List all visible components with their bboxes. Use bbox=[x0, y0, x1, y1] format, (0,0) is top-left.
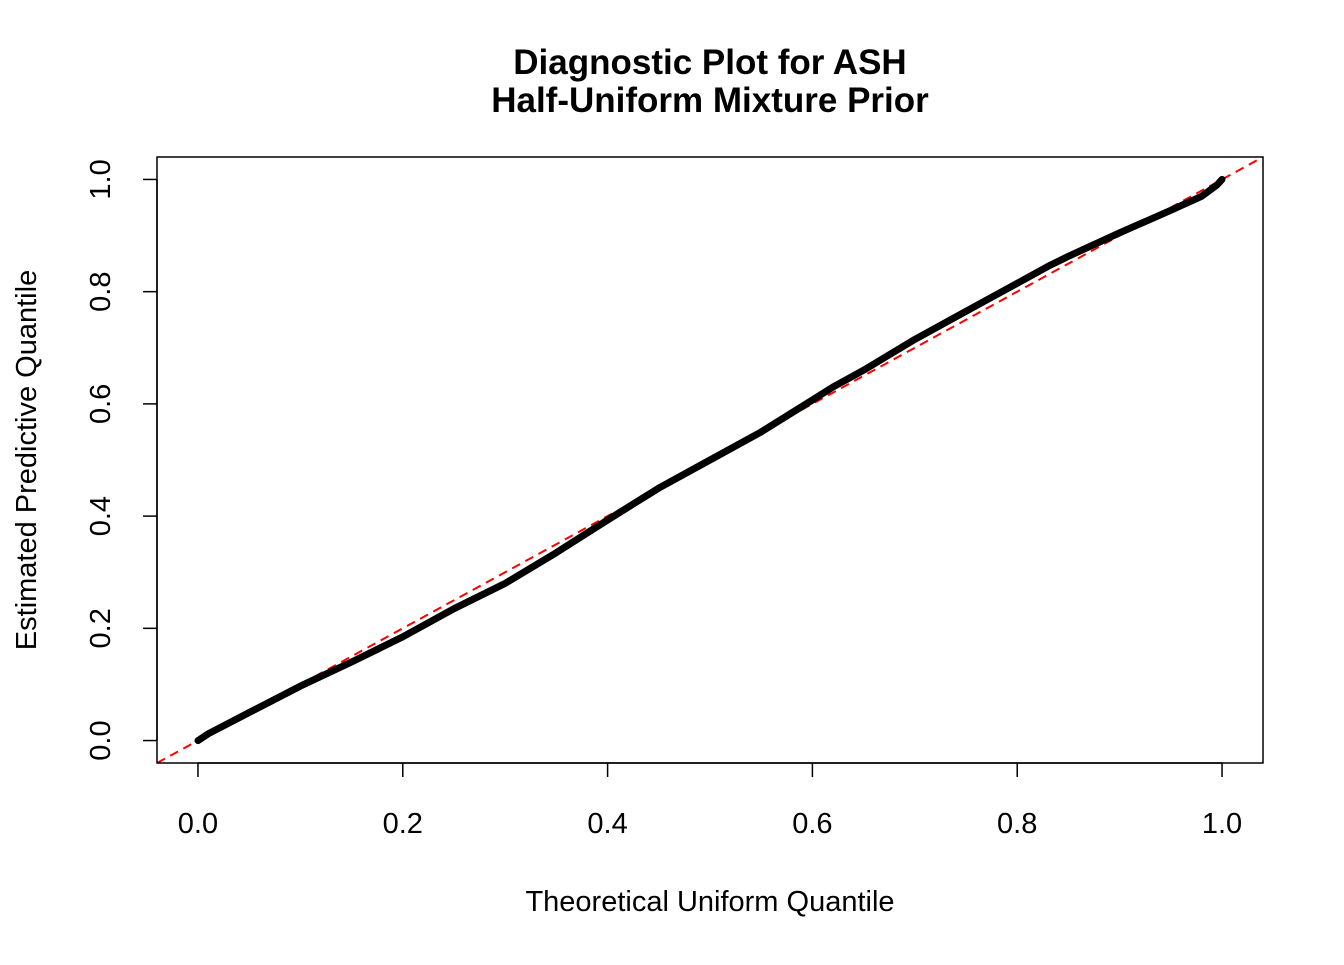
x-tick-label: 0.8 bbox=[997, 808, 1037, 840]
x-tick-label: 0.2 bbox=[383, 808, 423, 840]
y-tick-label: 0.6 bbox=[85, 384, 117, 424]
qq-point bbox=[194, 737, 202, 744]
qq-point bbox=[706, 456, 714, 464]
y-tick-label: 0.4 bbox=[85, 496, 117, 536]
qq-point bbox=[1116, 229, 1123, 236]
qq-point bbox=[1198, 193, 1205, 200]
y-tick-label: 0.2 bbox=[85, 608, 117, 648]
y-tick-label: 0.8 bbox=[85, 272, 117, 312]
qq-point bbox=[1065, 253, 1072, 260]
qq-point bbox=[501, 580, 509, 587]
qq-point bbox=[348, 658, 355, 666]
chart-subtitle: Half-Uniform Mixture Prior bbox=[491, 81, 929, 120]
qq-point bbox=[829, 383, 837, 391]
y-axis-label: Estimated Predictive Quantile bbox=[11, 270, 43, 650]
x-tick-label: 0.0 bbox=[178, 808, 218, 840]
qq-point bbox=[1218, 176, 1226, 183]
qq-point bbox=[655, 484, 662, 492]
y-tick-label: 0.0 bbox=[85, 720, 117, 760]
qq-series-line bbox=[194, 175, 1226, 745]
qq-point bbox=[809, 396, 816, 404]
x-tick-label: 1.0 bbox=[1202, 808, 1242, 840]
chart-title: Diagnostic Plot for ASH bbox=[513, 43, 906, 82]
qq-point bbox=[604, 516, 611, 524]
qq-point bbox=[1044, 263, 1052, 270]
qq-point bbox=[962, 308, 970, 315]
qq-point bbox=[1167, 207, 1175, 214]
qq-point bbox=[1014, 280, 1021, 287]
qq-point bbox=[758, 428, 765, 436]
qq-point bbox=[860, 367, 867, 374]
qq-point bbox=[450, 605, 458, 612]
x-tick-label: 0.6 bbox=[792, 808, 832, 840]
qq-point bbox=[553, 549, 560, 556]
qq-point bbox=[1213, 181, 1221, 189]
x-tick-label: 0.4 bbox=[587, 808, 627, 840]
qq-point bbox=[297, 682, 304, 690]
qq-point bbox=[245, 709, 253, 716]
qq-point bbox=[399, 633, 406, 640]
qq-point bbox=[911, 336, 919, 343]
qq-point bbox=[205, 730, 212, 738]
y-tick-label: 1.0 bbox=[85, 159, 117, 199]
x-axis-label: Theoretical Uniform Quantile bbox=[525, 886, 894, 918]
